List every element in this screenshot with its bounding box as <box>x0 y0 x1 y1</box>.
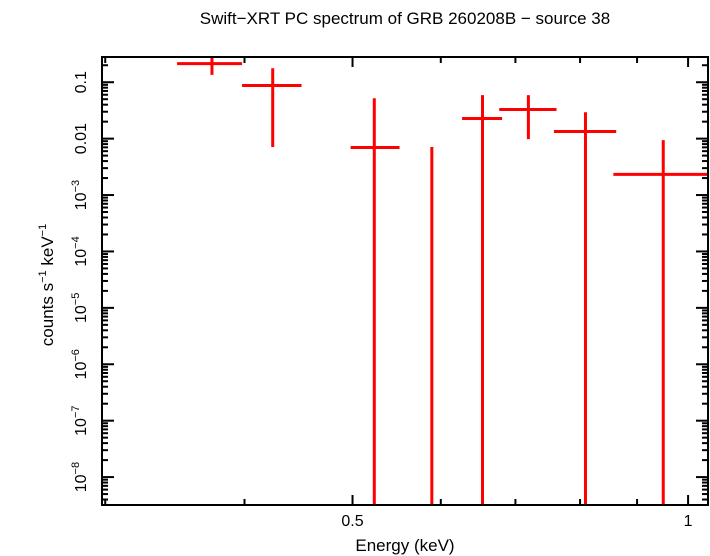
data-point <box>350 98 400 505</box>
y-tick-label: 10−7 <box>70 406 90 436</box>
data-point <box>553 112 617 505</box>
y-tick-label: 10−3 <box>70 180 90 210</box>
chart-title: Swift−XRT PC spectrum of GRB 260208B − s… <box>200 9 610 28</box>
y-tick-label: 10−5 <box>70 293 90 323</box>
y-tick-label: 10−6 <box>70 349 90 379</box>
plot-frame <box>101 56 709 506</box>
data-points <box>177 57 708 505</box>
y-tick-label: 10−8 <box>70 462 90 492</box>
x-tick-label: 0.5 <box>341 513 363 530</box>
y-tick-label: 10−4 <box>70 236 90 266</box>
data-point <box>499 95 557 140</box>
y-tick-label: 0.01 <box>73 123 90 154</box>
data-point <box>462 95 503 505</box>
data-point <box>613 140 708 505</box>
axis-ticks: 0.5 1 0.1 0.01 10−3 10−4 10−5 10−6 10−7 10−8 <box>70 57 708 530</box>
x-tick-label: 1 <box>684 513 693 530</box>
y-tick-label: 0.1 <box>73 71 90 93</box>
y-axis-label: counts s−1 keV−1 <box>37 224 57 346</box>
x-axis-label: Energy (keV) <box>355 536 454 555</box>
data-point <box>177 57 243 75</box>
data-point <box>242 68 302 148</box>
